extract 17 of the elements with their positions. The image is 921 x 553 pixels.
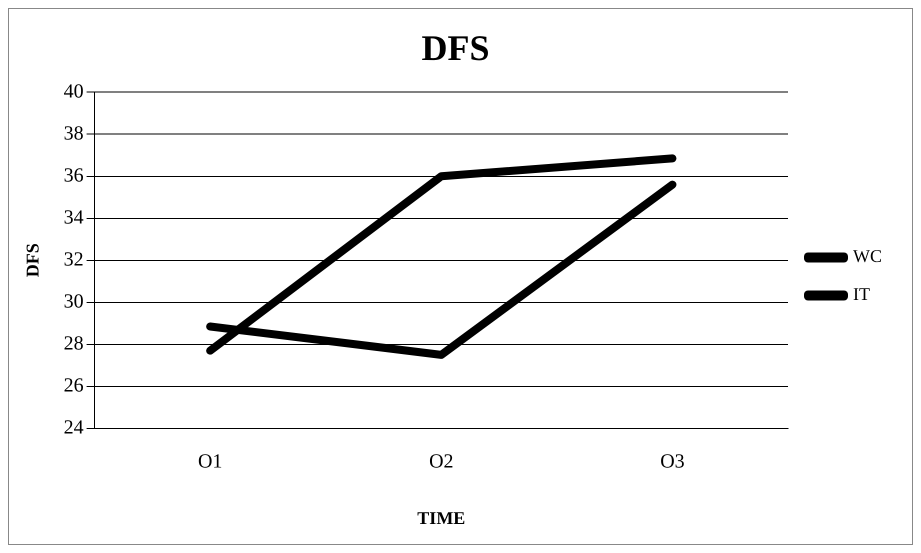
y-tick-label: 34 xyxy=(64,206,84,229)
x-tick-label: O2 xyxy=(429,450,454,473)
x-tick-label: O3 xyxy=(660,450,685,473)
y-tick-label: 38 xyxy=(64,122,84,144)
y-tick-label: 36 xyxy=(64,164,84,186)
legend-label: IT xyxy=(853,284,870,304)
x-axis-title: TIME xyxy=(417,508,466,528)
chart-title: DFS xyxy=(421,28,490,68)
y-tick-label: 32 xyxy=(64,248,84,271)
x-tick-label: O1 xyxy=(198,450,222,473)
y-tick-label: 30 xyxy=(64,290,84,313)
y-tick-label: 28 xyxy=(64,332,84,355)
y-tick-label: 24 xyxy=(64,416,84,439)
y-axis-title: DFS xyxy=(22,243,42,278)
legend-label: WC xyxy=(853,246,882,266)
y-tick-label: 26 xyxy=(64,374,84,397)
y-tick-label: 40 xyxy=(64,80,84,102)
